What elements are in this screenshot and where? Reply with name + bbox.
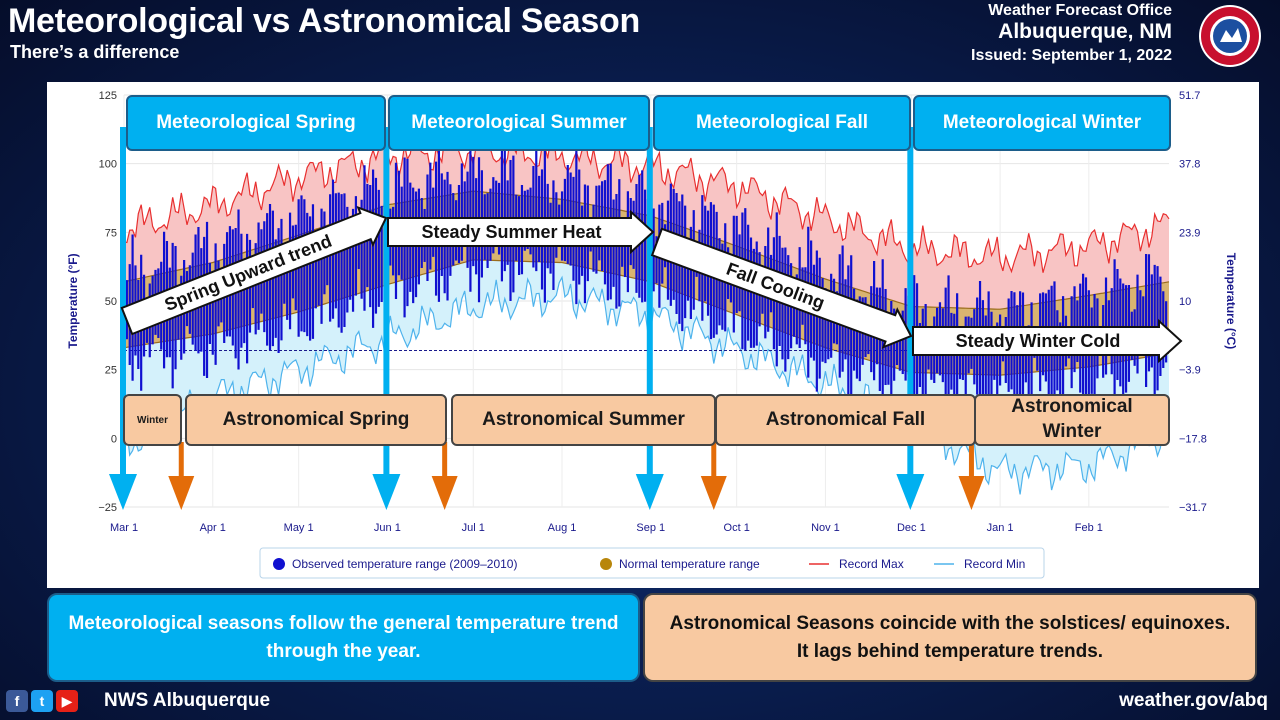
x-tick-label: Apr 1 — [200, 522, 226, 534]
x-tick-label: Aug 1 — [548, 522, 577, 534]
y-tick-right: −3.9 — [1179, 365, 1201, 377]
y-tick-right: 23.9 — [1179, 227, 1200, 239]
y-tick-right: 10 — [1179, 296, 1191, 308]
x-tick-label: Mar 1 — [110, 522, 138, 534]
y-tick-left: −25 — [98, 502, 117, 514]
facebook-icon[interactable]: f — [6, 690, 28, 712]
x-tick-label: Jan 1 — [987, 522, 1014, 534]
x-tick-label: Nov 1 — [811, 522, 840, 534]
y-tick-right: 51.7 — [1179, 90, 1200, 102]
x-tick-label: Jun 1 — [374, 522, 401, 534]
twitter-icon[interactable]: t — [31, 690, 53, 712]
page-title: Meteorological vs Astronomical Season — [8, 2, 640, 40]
temperature-chart: Spring Upward trend Steady Summer HeatFal… — [66, 90, 1238, 579]
legend-label: Record Max — [839, 557, 904, 571]
met-boundary-arrowhead — [372, 474, 401, 510]
winter-trend-arrow-shape — [912, 318, 1183, 364]
met-boundary-arrowhead — [896, 474, 925, 510]
x-tick-label: Jul 1 — [462, 522, 485, 534]
ast-season-spring: Astronomical Spring — [185, 394, 447, 446]
youtube-icon[interactable]: ▶ — [56, 690, 78, 712]
nws-logo — [1199, 5, 1261, 67]
summer-trend-arrow: Steady Summer Heat — [387, 209, 655, 255]
meteorological-note: Meteorological seasons follow the genera… — [47, 593, 640, 682]
office-location: Albuquerque, NM — [998, 20, 1172, 44]
y-tick-right: −31.7 — [1179, 502, 1207, 514]
x-tick-label: Sep 1 — [636, 522, 665, 534]
legend-label: Record Min — [964, 557, 1025, 571]
winter-trend-arrow: Steady Winter Cold — [912, 318, 1183, 364]
chart-panel: Spring Upward trend Steady Summer Heat Fal… — [47, 82, 1259, 588]
legend-swatch — [600, 558, 612, 570]
ast-season-fall: Astronomical Fall — [715, 394, 976, 446]
ast-season-winter-early: Winter — [123, 394, 182, 446]
y-tick-left: 75 — [105, 227, 117, 239]
issued-date: Issued: September 1, 2022 — [971, 46, 1172, 64]
y-tick-left: 50 — [105, 296, 117, 308]
met-boundary-arrowhead — [109, 474, 137, 510]
legend-label: Normal temperature range — [619, 557, 760, 571]
legend-label: Observed temperature range (2009–2010) — [292, 557, 517, 571]
ast-boundary-arrowhead — [958, 476, 985, 510]
spring-trend-arrow-shape — [120, 205, 388, 336]
office-block: Weather Forecast Office Albuquerque, NM … — [971, 2, 1172, 65]
y-axis-title-right: Temperature (°C) — [1224, 253, 1238, 350]
legend-box — [259, 547, 1045, 579]
met-season-spring: Meteorological Spring — [126, 95, 386, 151]
page-subtitle: There’s a difference — [10, 42, 180, 62]
y-tick-right: 37.8 — [1179, 159, 1200, 171]
x-tick-label: Feb 1 — [1075, 522, 1103, 534]
record-min-line — [123, 275, 1170, 495]
x-tick-label: May 1 — [284, 522, 314, 534]
astronomical-note: Astronomical Seasons coincide with the s… — [643, 593, 1257, 682]
fall-trend-arrow-shape — [650, 227, 913, 349]
ast-boundary-arrowhead — [168, 476, 195, 510]
met-season-summer: Meteorological Summer — [388, 95, 650, 151]
ast-boundary-arrowhead — [431, 476, 458, 510]
y-tick-right: −17.8 — [1179, 433, 1207, 445]
met-season-fall: Meteorological Fall — [653, 95, 911, 151]
y-axis-title-left: Temperature (°F) — [66, 253, 80, 348]
y-tick-left: 0 — [111, 433, 117, 445]
ast-season-summer: Astronomical Summer — [451, 394, 716, 446]
y-tick-left: 100 — [99, 159, 117, 171]
met-season-winter: Meteorological Winter — [913, 95, 1171, 151]
x-tick-label: Dec 1 — [897, 522, 926, 534]
winter-trend-arrow-label: Steady Winter Cold — [956, 331, 1121, 351]
footer-office-name: NWS Albuquerque — [104, 690, 271, 711]
met-boundary-arrowhead — [635, 474, 664, 510]
office-name: Weather Forecast Office — [988, 2, 1172, 19]
legend-swatch — [273, 558, 285, 570]
y-tick-left: 25 — [105, 365, 117, 377]
ast-boundary-arrowhead — [700, 476, 727, 510]
record-max-line — [123, 129, 1170, 274]
summer-trend-arrow-shape — [387, 209, 655, 255]
social-icons: f t ▶ — [6, 690, 78, 712]
y-tick-left: 125 — [99, 90, 117, 102]
x-tick-label: Oct 1 — [724, 522, 750, 534]
ast-season-winter: Astronomical Winter — [974, 394, 1170, 446]
footer-url: weather.gov/abq — [1119, 690, 1268, 711]
summer-trend-arrow-label: Steady Summer Heat — [421, 222, 601, 242]
